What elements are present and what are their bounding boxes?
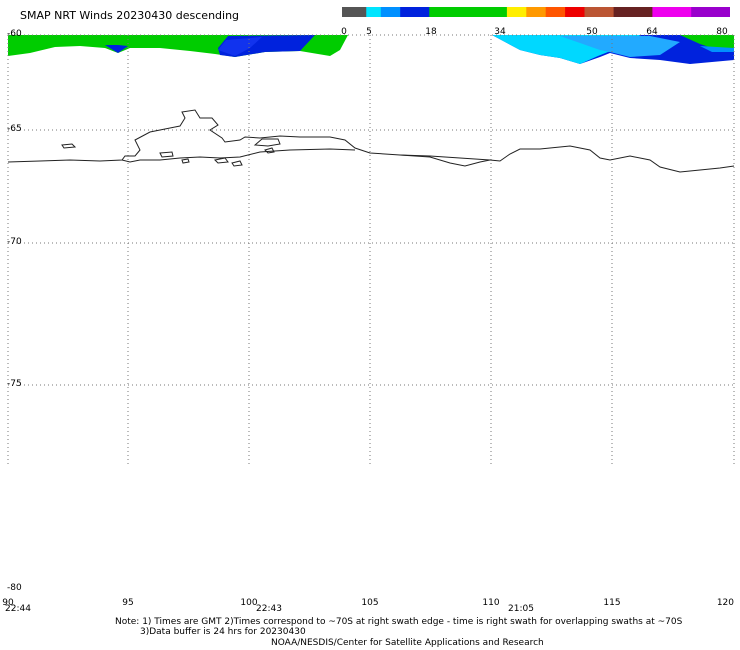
wind-speed-colorbar: 0 5 18 34 50 64 80 — [341, 7, 730, 37]
lon-label-105: 105 — [361, 598, 378, 608]
colorbar-swatch-9 — [584, 7, 615, 17]
lon-label-95: 95 — [122, 598, 133, 608]
colorbar-swatch-4 — [429, 7, 508, 17]
graticule — [7, 34, 735, 465]
colorbar-swatch-8 — [565, 7, 585, 17]
colorbar-label-0: 0 — [341, 27, 347, 37]
credit-line: NOAA/NESDIS/Center for Satellite Applica… — [271, 638, 544, 648]
colorbar-label-5: 5 — [366, 27, 372, 37]
lat-label-60: -60 — [7, 29, 22, 39]
note-line-1: Note: 1) Times are GMT 2)Times correspon… — [115, 617, 683, 627]
colorbar-label-64: 64 — [646, 27, 658, 37]
lat-label-75: -75 — [7, 379, 22, 389]
lat-label-65: -65 — [7, 124, 22, 134]
lat-label-80: -80 — [7, 583, 22, 593]
colorbar-swatch-3 — [400, 7, 430, 17]
colorbar-swatch-11 — [652, 7, 692, 17]
lat-label-70: -70 — [7, 237, 22, 247]
wind-swath-left — [8, 35, 348, 57]
swath-time-3: 21:05 — [508, 604, 534, 614]
lon-label-90: 90 — [2, 598, 14, 608]
colorbar-swatch-1 — [366, 7, 382, 17]
colorbar-swatch-10 — [613, 7, 653, 17]
map-title: SMAP NRT Winds 20230430 descending — [20, 9, 240, 22]
swath-time-2: 22:43 — [256, 604, 282, 614]
lon-label-115: 115 — [603, 598, 620, 608]
colorbar-label-80: 80 — [716, 27, 728, 37]
note-line-2: 3)Data buffer is 24 hrs for 20230430 — [140, 627, 306, 637]
colorbar-swatches — [342, 7, 730, 17]
colorbar-swatch-12 — [691, 7, 730, 17]
colorbar-label-34: 34 — [494, 27, 506, 37]
colorbar-swatch-0 — [342, 7, 367, 17]
colorbar-swatch-2 — [380, 7, 401, 17]
lon-label-120: 120 — [717, 598, 734, 608]
swath-time-1: 22:44 — [5, 604, 31, 614]
colorbar-label-18: 18 — [425, 27, 437, 37]
colorbar-swatch-5 — [506, 7, 527, 17]
lon-label-110: 110 — [482, 598, 499, 608]
wind-swath-right — [492, 35, 734, 64]
colorbar-swatch-7 — [545, 7, 566, 17]
colorbar-label-50: 50 — [586, 27, 598, 37]
lon-label-100: 100 — [240, 598, 257, 608]
coastline — [7, 109, 735, 173]
colorbar-swatch-6 — [526, 7, 547, 17]
